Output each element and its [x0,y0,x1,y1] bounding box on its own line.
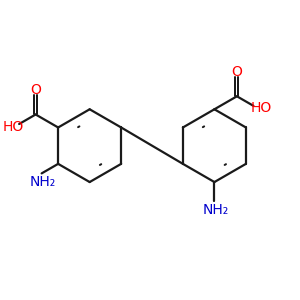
Text: O: O [232,65,242,79]
Text: HO: HO [2,120,24,134]
Text: HO: HO [250,101,272,116]
Text: NH₂: NH₂ [29,175,56,189]
Text: NH₂: NH₂ [202,203,228,217]
Text: O: O [30,83,41,97]
